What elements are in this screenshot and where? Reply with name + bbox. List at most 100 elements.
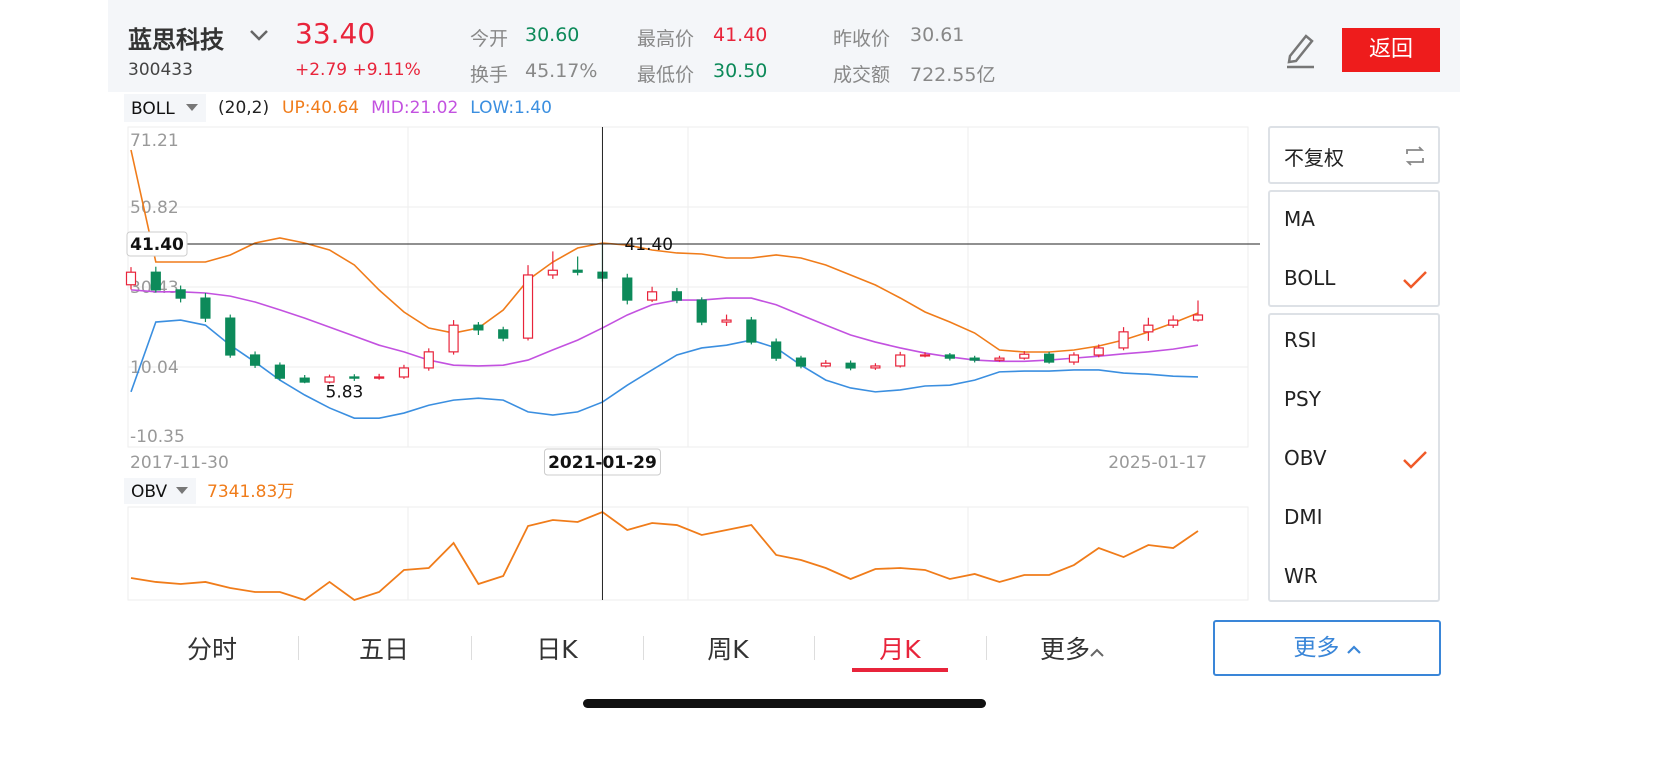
candle-body (299, 377, 310, 383)
obv-value: 7341.83万 (207, 482, 294, 502)
candle-body (1192, 314, 1204, 321)
more-button-label: 更多 (1293, 635, 1340, 661)
menu-item[interactable]: DMI (1284, 505, 1323, 529)
candle-body (1168, 319, 1179, 326)
candle-body (349, 376, 360, 379)
quote-header (108, 0, 1460, 92)
tab-separator (986, 636, 987, 660)
tab[interactable]: 日K (536, 635, 578, 664)
dropdown-icon[interactable] (248, 26, 270, 44)
stat-value: 41.40 (713, 24, 768, 46)
stat-label: 今开 (470, 28, 509, 50)
x-tick-label: 2017-11-30 (130, 453, 229, 473)
low-label: 5.83 (326, 383, 364, 403)
indicator-params: (20,2) (218, 98, 269, 118)
y-tick-label: 71.21 (130, 131, 179, 151)
menu-item[interactable]: OBV (1284, 446, 1327, 470)
candle-body (150, 271, 161, 291)
tab-underline (852, 668, 948, 672)
candle-body (721, 319, 732, 323)
stock-code: 300433 (128, 60, 193, 80)
price: 33.40 (295, 17, 376, 50)
candle-body (374, 376, 385, 379)
candle-body (324, 376, 335, 383)
candle-body (919, 354, 931, 357)
boll-line (130, 319, 1199, 419)
candle-body (646, 291, 658, 301)
candle-body (696, 299, 707, 323)
tab[interactable]: 五日 (358, 635, 409, 664)
legend-entry: MID:21.02 (371, 98, 458, 118)
high-label: 41.40 (624, 235, 673, 255)
candle-body (895, 354, 906, 367)
candle-body (448, 324, 459, 353)
tab-separator (814, 636, 815, 660)
candle-body (225, 317, 236, 356)
crosshair-y-box (126, 231, 188, 257)
sub-indicator-menu: RSI PSY OBV DMI WR (1268, 313, 1440, 602)
main-indicator-menu: MA BOLL (1268, 190, 1440, 307)
menu-item[interactable]: PSY (1284, 387, 1321, 411)
crosshair-y-label: 41.40 (130, 235, 184, 255)
stat-label: 最低价 (637, 64, 695, 86)
dropdown-icon (186, 104, 198, 111)
tab[interactable]: 月K (879, 635, 921, 664)
menu-item[interactable]: WR (1284, 564, 1318, 588)
boll-line (130, 289, 1199, 367)
candle-body (1093, 347, 1104, 356)
menu-item[interactable]: MA (1284, 207, 1315, 231)
y-tick-label: 10.04 (130, 358, 179, 378)
stat-value: 30.60 (525, 24, 580, 46)
candle-body (423, 351, 434, 369)
menu-item[interactable]: BOLL (1284, 266, 1336, 290)
candle-body (473, 324, 484, 331)
candle-body (969, 357, 980, 361)
home-indicator (583, 699, 986, 708)
caret-icon (1090, 648, 1104, 657)
menu-item[interactable]: RSI (1284, 328, 1317, 352)
candle-body (125, 271, 137, 286)
candle-body (547, 269, 558, 276)
candle-body (498, 329, 509, 339)
candle-body (398, 367, 410, 378)
caret-icon (1346, 645, 1361, 654)
stat-label: 昨收价 (833, 28, 891, 50)
candle-body (870, 365, 881, 369)
candle-body (820, 362, 831, 367)
legend-entry: UP:40.64 (282, 98, 359, 118)
swap-icon (1405, 146, 1425, 166)
y-tick-label: 50.82 (130, 198, 179, 218)
edit-icon[interactable] (1284, 30, 1318, 70)
candle-body (1019, 353, 1030, 359)
candle-body (944, 354, 955, 359)
stat-value: 45.17% (525, 60, 598, 82)
candle-body (200, 297, 211, 319)
tab[interactable]: 分时 (186, 635, 237, 664)
adjust-label: 不复权 (1284, 146, 1344, 170)
candle-body (274, 364, 285, 379)
x-tick-label: 2025-01-17 (1108, 453, 1207, 473)
tab[interactable]: 更多 (1012, 630, 1132, 666)
legend-entry: LOW:1.40 (470, 98, 552, 118)
candle-body (249, 354, 261, 366)
obv-name: OBV (131, 482, 168, 502)
candle-body (795, 357, 807, 367)
candle-body (175, 289, 186, 299)
tab-separator (298, 636, 299, 660)
tab-separator (470, 636, 472, 660)
tab-separator (642, 636, 644, 660)
stock-name[interactable]: 蓝思科技 (128, 26, 224, 54)
candle-body (1068, 354, 1080, 363)
candle-body (746, 319, 757, 343)
tab[interactable]: 周K (707, 635, 749, 664)
candle-body (671, 291, 683, 301)
candle-body (622, 277, 633, 301)
candle-body (845, 362, 856, 369)
adjust-option[interactable]: 不复权 (1268, 126, 1440, 184)
candle-body (994, 357, 1005, 361)
obv-line (130, 511, 1199, 601)
back-button[interactable]: 返回 (1342, 28, 1440, 72)
stat-label: 最高价 (637, 28, 695, 50)
more-button[interactable]: 更多 (1213, 620, 1441, 676)
candle-body (1118, 331, 1129, 349)
